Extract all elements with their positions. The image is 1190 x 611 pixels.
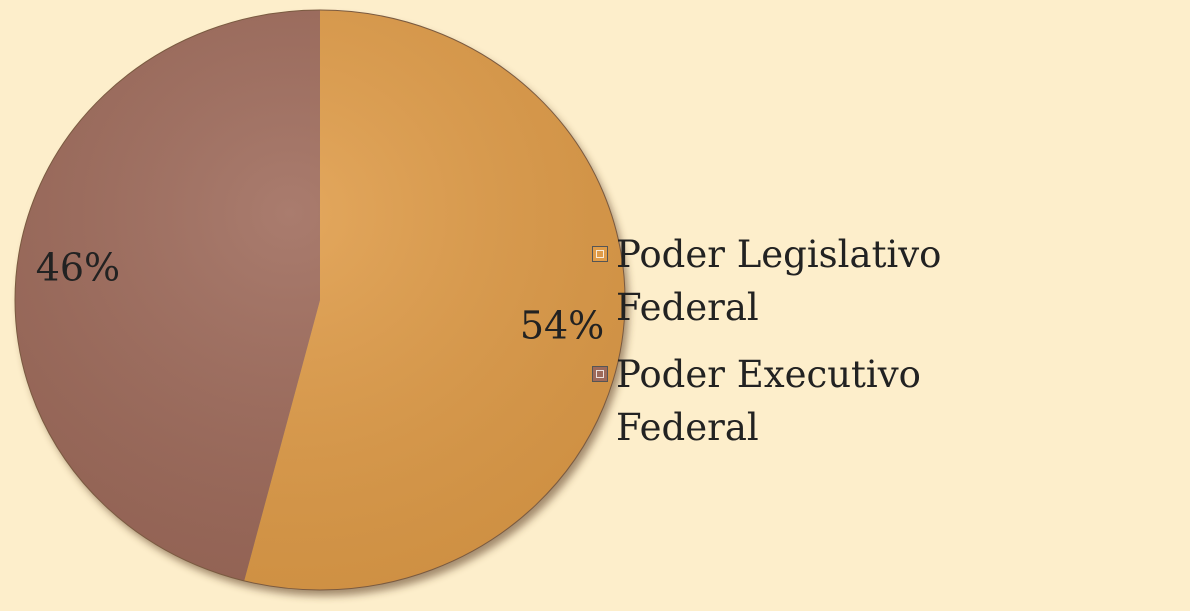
legend-item: Poder Legislativo Federal xyxy=(592,228,1182,334)
pie-gloss xyxy=(14,9,626,591)
data-label: 54% xyxy=(520,304,604,348)
legend-label: Poder Legislativo Federal xyxy=(616,233,942,329)
data-label: 46% xyxy=(36,245,120,289)
legend-swatch xyxy=(592,246,608,262)
legend-swatch xyxy=(592,366,608,382)
legend-label: Poder Executivo Federal xyxy=(616,353,921,449)
legend-item: Poder Executivo Federal xyxy=(592,348,1182,454)
legend: Poder Legislativo Federal Poder Executivo… xyxy=(592,228,1182,468)
